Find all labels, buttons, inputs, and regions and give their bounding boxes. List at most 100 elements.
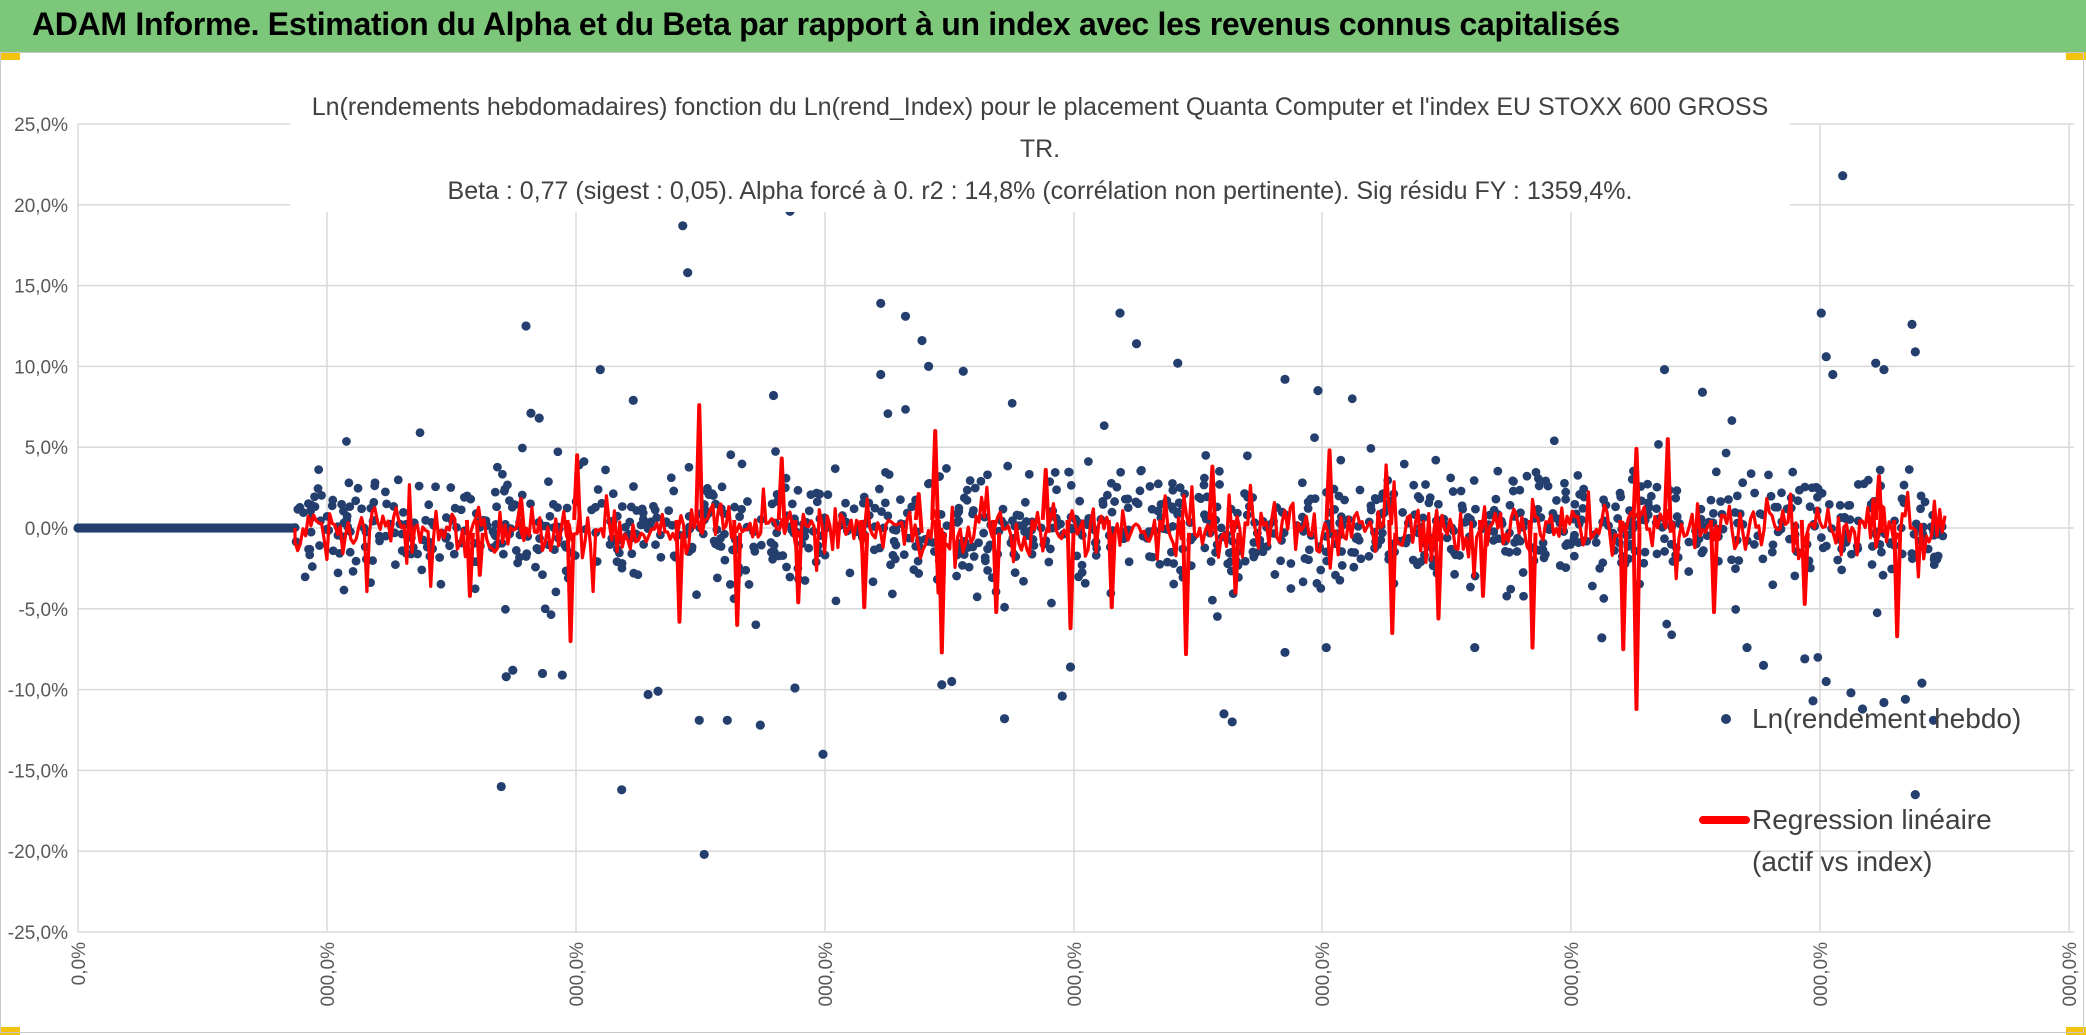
data-point: [466, 494, 476, 504]
data-point: [1175, 483, 1185, 493]
regression-spike: [1892, 519, 1903, 639]
data-point: [1153, 506, 1163, 516]
data-point: [983, 565, 993, 575]
data-point: [1816, 308, 1826, 318]
data-point: [1431, 455, 1441, 465]
data-point: [328, 546, 338, 556]
regression-spike: [1106, 519, 1117, 610]
data-point: [1007, 398, 1017, 408]
data-point: [849, 504, 859, 514]
regression-spike: [565, 519, 576, 644]
data-point: [1552, 496, 1561, 505]
chart-title-line2: Beta : 0,77 (sigest : 0,05). Alpha forcé…: [447, 177, 1633, 205]
data-point: [983, 470, 992, 480]
data-point: [900, 311, 911, 321]
data-point: [1399, 459, 1409, 469]
data-point: [521, 321, 531, 331]
data-point: [972, 592, 982, 602]
data-point: [1135, 486, 1145, 496]
data-point: [1768, 580, 1778, 590]
y-tick-label: -10,0%: [8, 681, 68, 702]
data-point: [1579, 484, 1589, 494]
data-point: [1599, 495, 1609, 505]
data-point: [557, 670, 567, 680]
x-tick-label: 000,0%: [1811, 942, 1832, 1007]
data-point: [976, 476, 986, 486]
data-point: [1899, 480, 1909, 490]
data-point: [1162, 557, 1172, 567]
data-point: [303, 499, 313, 509]
data-point: [1505, 500, 1515, 510]
data-point: [730, 502, 740, 512]
data-point: [1697, 387, 1708, 397]
data-point: [493, 462, 502, 472]
data-point: [1910, 790, 1920, 800]
data-point: [869, 545, 879, 555]
data-point: [1303, 504, 1313, 513]
data-point: [370, 481, 380, 491]
data-point: [339, 585, 349, 595]
data-point: [1660, 547, 1670, 556]
data-point: [327, 501, 337, 511]
data-point: [315, 541, 324, 550]
data-point: [820, 550, 830, 560]
data-point: [1353, 532, 1362, 542]
data-point: [1409, 480, 1419, 490]
data-point: [1376, 493, 1385, 503]
data-point: [1442, 533, 1452, 543]
data-point: [868, 577, 878, 587]
data-point: [999, 714, 1010, 724]
data-point: [737, 459, 747, 469]
data-point: [1321, 642, 1331, 653]
regression-spike: [1181, 519, 1191, 657]
regression-spike: [1387, 519, 1398, 636]
data-point: [1877, 547, 1886, 557]
data-point: [1024, 469, 1034, 479]
data-point: [768, 390, 779, 401]
x-tick-label: 000,0%: [2060, 942, 2081, 1007]
data-point: [517, 443, 527, 453]
data-point: [1199, 473, 1209, 483]
regression-spike: [694, 403, 705, 533]
data-point: [1872, 608, 1882, 618]
data-point: [390, 560, 400, 570]
data-point: [1598, 558, 1608, 568]
data-point: [883, 409, 893, 419]
data-point: [1116, 467, 1126, 477]
data-point: [1563, 539, 1572, 548]
data-point: [768, 554, 778, 564]
data-point: [755, 720, 765, 730]
data-point: [538, 570, 547, 579]
chart-title: Ln(rendements hebdomadaires) fonction du…: [290, 86, 1790, 212]
data-point: [313, 484, 323, 493]
data-point: [1615, 488, 1625, 498]
data-point: [1214, 466, 1224, 476]
data-point: [1746, 469, 1756, 479]
data-point: [1684, 567, 1694, 576]
data-point: [626, 502, 636, 512]
data-point: [413, 549, 422, 559]
data-point: [1398, 508, 1407, 517]
data-point: [725, 580, 735, 589]
data-point: [344, 478, 354, 488]
data-point: [1377, 528, 1387, 538]
data-point: [441, 513, 451, 522]
data-point: [1758, 554, 1768, 564]
data-point: [1662, 619, 1672, 629]
data-point: [1512, 547, 1522, 556]
data-point: [1168, 485, 1178, 495]
data-point: [544, 477, 553, 487]
data-point: [1251, 548, 1261, 558]
data-point: [1758, 660, 1769, 670]
data-point: [1591, 538, 1601, 547]
data-point: [1821, 676, 1831, 687]
data-point: [1123, 503, 1133, 513]
y-tick-label: 25,0%: [14, 115, 68, 136]
data-point: [1570, 499, 1580, 509]
data-point: [804, 543, 814, 553]
data-point: [958, 366, 968, 376]
data-point: [907, 502, 917, 512]
data-point: [713, 541, 723, 550]
data-point: [684, 462, 694, 472]
data-point: [790, 683, 800, 693]
